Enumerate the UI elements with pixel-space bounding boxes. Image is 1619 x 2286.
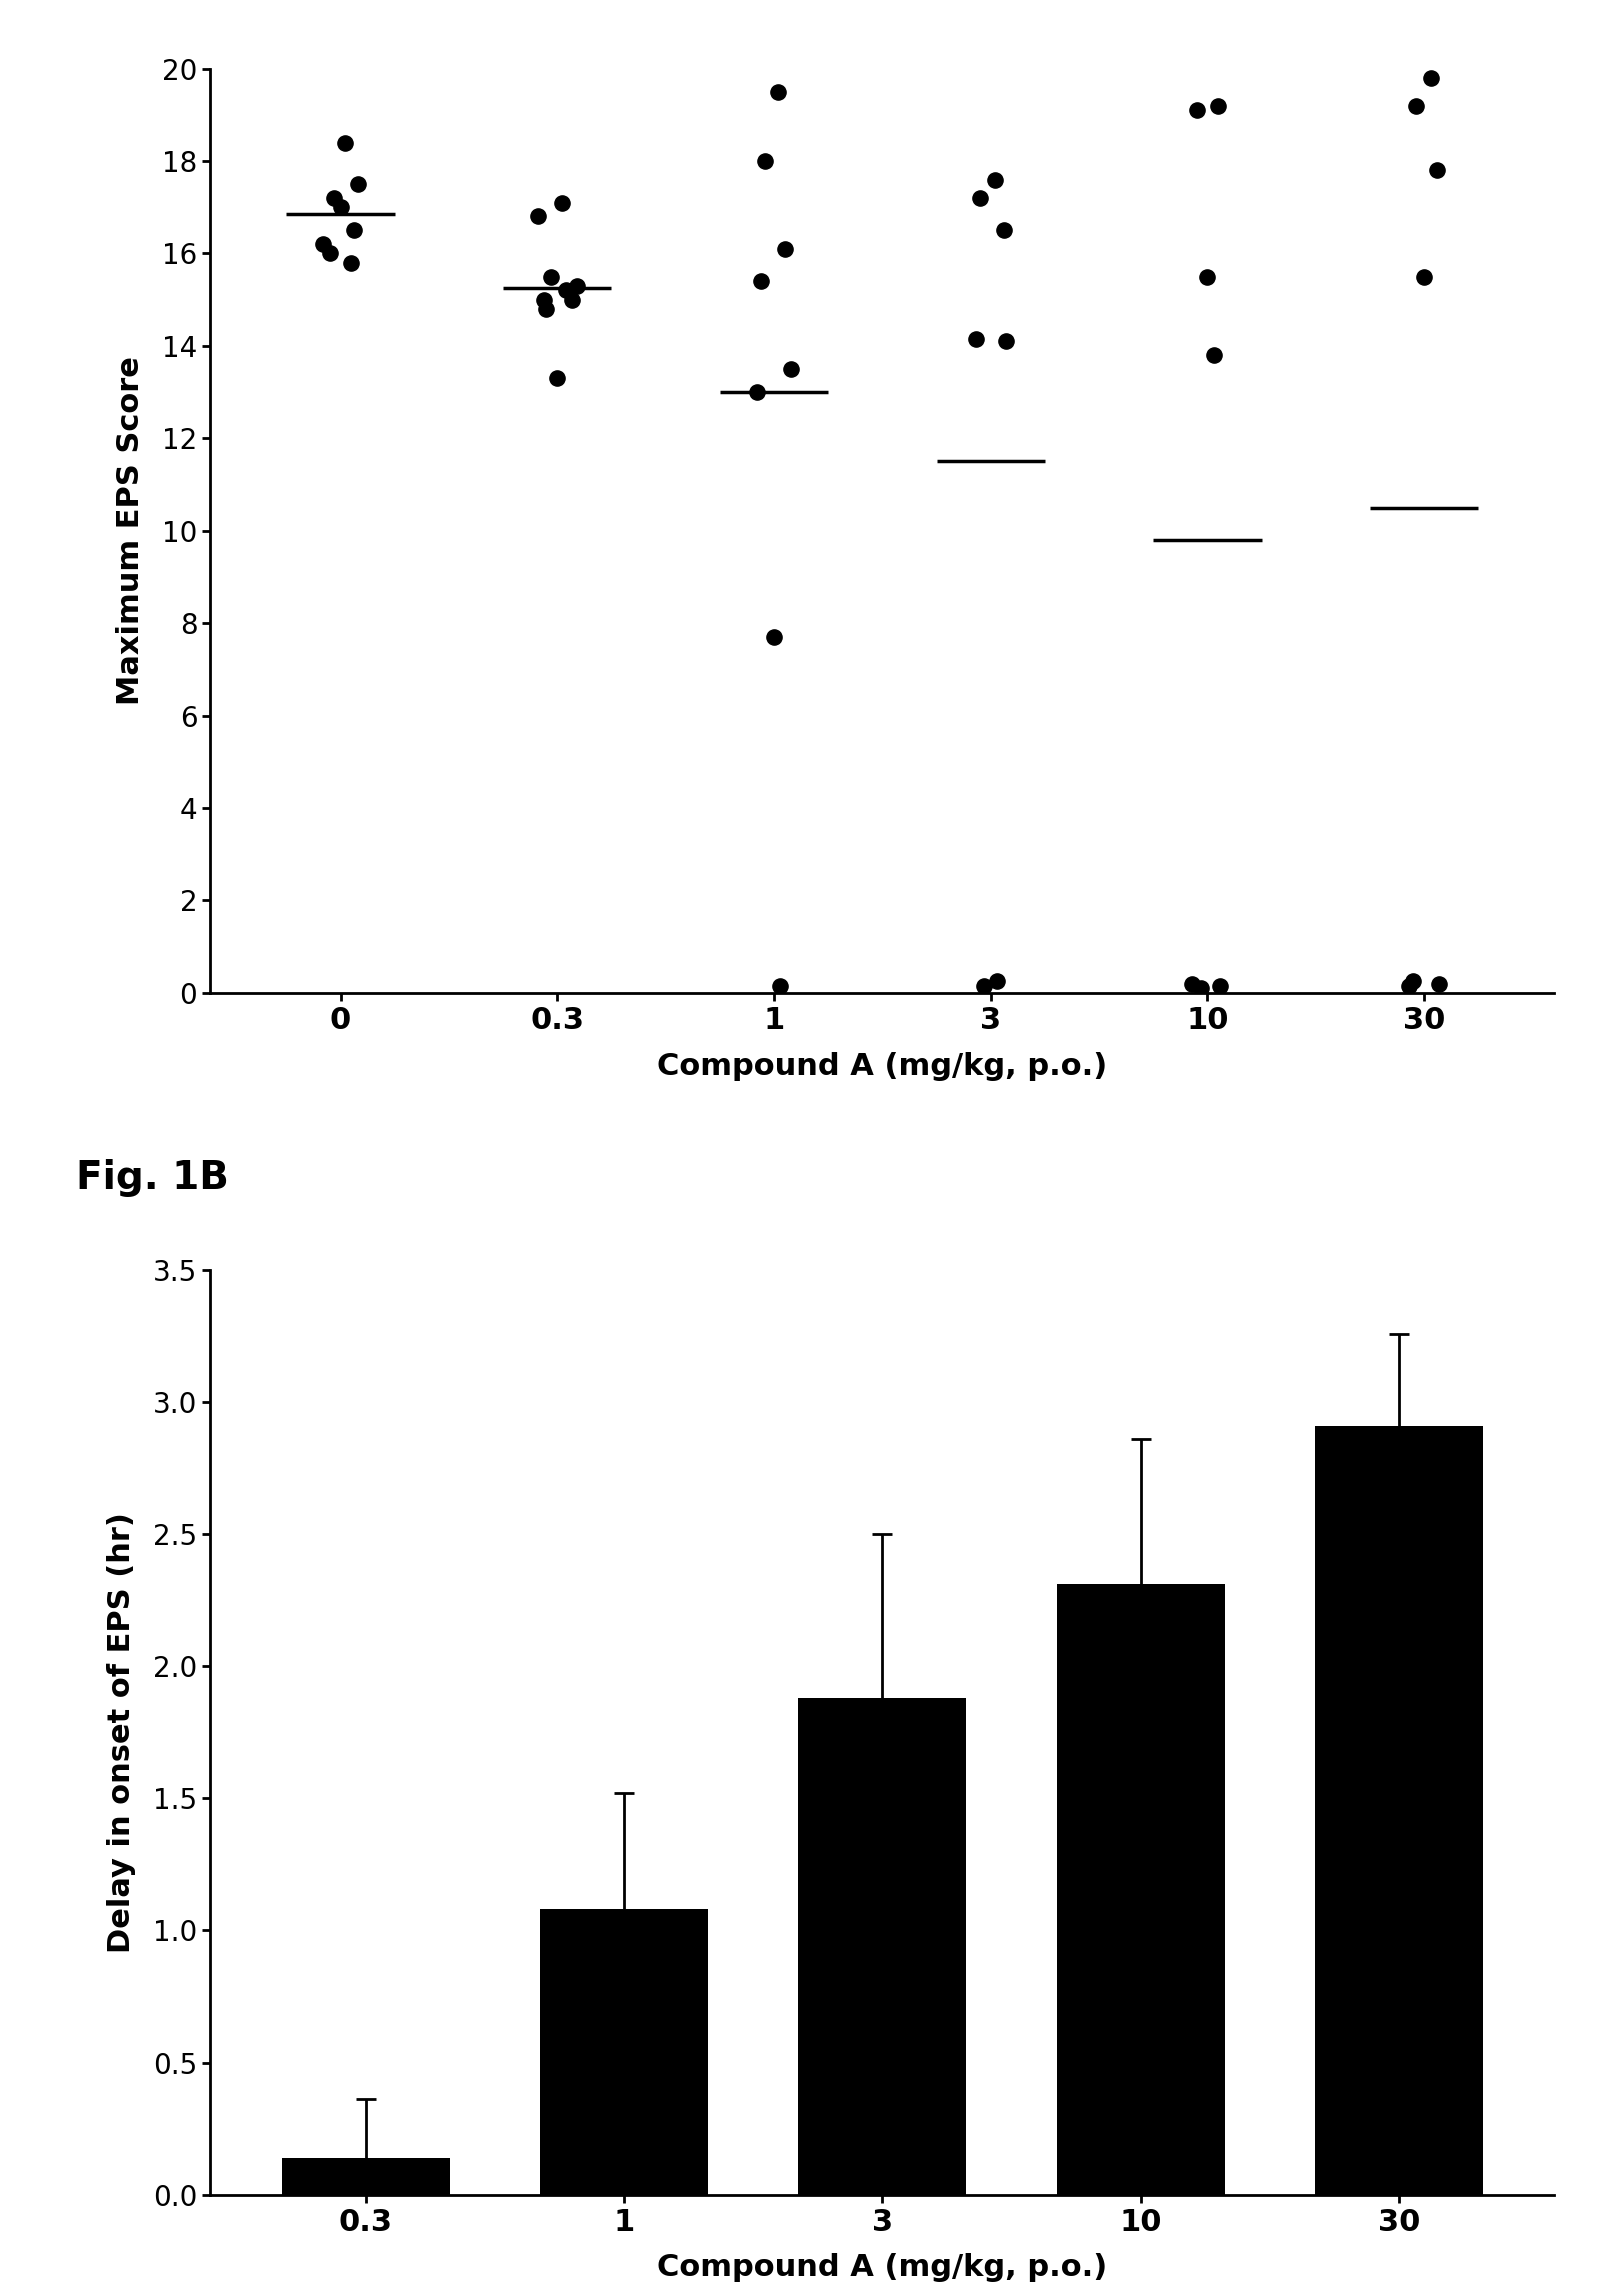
Y-axis label: Maximum EPS Score: Maximum EPS Score [117,357,146,704]
Point [311,226,337,263]
Point [549,185,575,222]
Point [753,142,779,178]
Bar [282,2158,450,2195]
Point [991,213,1017,249]
Point [1201,336,1227,373]
Point [743,375,769,411]
Point [963,320,989,357]
Point [554,272,580,309]
Point [317,235,343,272]
Point [767,967,793,1004]
Y-axis label: Delay in onset of EPS (hr): Delay in onset of EPS (hr) [107,1511,136,1952]
Point [967,181,992,217]
Text: Fig. 1B: Fig. 1B [76,1159,228,1198]
X-axis label: Compound A (mg/kg, p.o.): Compound A (mg/kg, p.o.) [657,2254,1107,2281]
Point [1206,87,1232,123]
Point [563,267,589,304]
Point [971,967,997,1004]
Point [1183,91,1209,128]
Point [748,263,774,299]
Point [984,962,1010,999]
Point [1402,87,1428,123]
Bar [541,1909,708,2195]
Point [560,281,586,318]
X-axis label: Compound A (mg/kg, p.o.): Compound A (mg/kg, p.o.) [657,1052,1107,1081]
Point [1425,151,1451,187]
Point [338,245,364,281]
Point [1188,969,1214,1006]
Point [983,162,1009,199]
Point [332,123,358,160]
Bar [1057,1584,1224,2195]
Point [1426,965,1452,1001]
Point [1179,965,1205,1001]
Point [538,258,563,295]
Bar [1315,1426,1483,2195]
Point [992,322,1018,359]
Point [779,350,805,386]
Point [1412,258,1438,295]
Point [1396,967,1421,1004]
Point [327,190,353,226]
Point [1208,967,1234,1004]
Point [534,290,560,327]
Point [531,281,557,318]
Point [1418,59,1444,96]
Point [772,231,798,267]
Bar [798,1698,967,2195]
Point [525,199,550,235]
Point [345,167,371,203]
Point [340,213,366,249]
Point [1400,962,1426,999]
Point [321,181,346,217]
Point [761,620,787,656]
Point [544,359,570,395]
Point [1195,258,1221,295]
Point [766,73,792,110]
